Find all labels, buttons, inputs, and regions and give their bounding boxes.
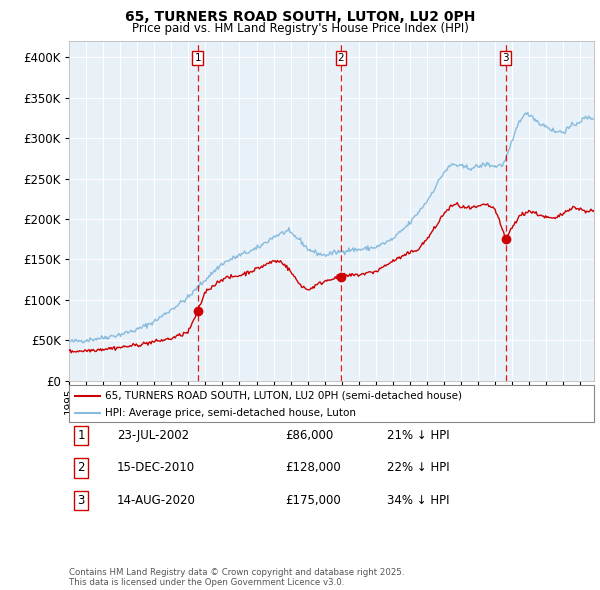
Text: 2: 2	[338, 53, 344, 63]
Text: £86,000: £86,000	[285, 429, 333, 442]
Text: £175,000: £175,000	[285, 494, 341, 507]
Text: £128,000: £128,000	[285, 461, 341, 474]
Text: 34% ↓ HPI: 34% ↓ HPI	[387, 494, 449, 507]
Text: Contains HM Land Registry data © Crown copyright and database right 2025.
This d: Contains HM Land Registry data © Crown c…	[69, 568, 404, 587]
Text: 3: 3	[502, 53, 509, 63]
Text: 2: 2	[77, 461, 85, 474]
Text: 14-AUG-2020: 14-AUG-2020	[117, 494, 196, 507]
Text: 3: 3	[77, 494, 85, 507]
Text: 15-DEC-2010: 15-DEC-2010	[117, 461, 195, 474]
Text: 22% ↓ HPI: 22% ↓ HPI	[387, 461, 449, 474]
Text: 65, TURNERS ROAD SOUTH, LUTON, LU2 0PH (semi-detached house): 65, TURNERS ROAD SOUTH, LUTON, LU2 0PH (…	[105, 391, 462, 401]
Text: Price paid vs. HM Land Registry's House Price Index (HPI): Price paid vs. HM Land Registry's House …	[131, 22, 469, 35]
Text: 21% ↓ HPI: 21% ↓ HPI	[387, 429, 449, 442]
Text: HPI: Average price, semi-detached house, Luton: HPI: Average price, semi-detached house,…	[105, 408, 356, 418]
Text: 65, TURNERS ROAD SOUTH, LUTON, LU2 0PH: 65, TURNERS ROAD SOUTH, LUTON, LU2 0PH	[125, 10, 475, 24]
Text: 23-JUL-2002: 23-JUL-2002	[117, 429, 189, 442]
Text: 1: 1	[194, 53, 201, 63]
Text: 1: 1	[77, 429, 85, 442]
